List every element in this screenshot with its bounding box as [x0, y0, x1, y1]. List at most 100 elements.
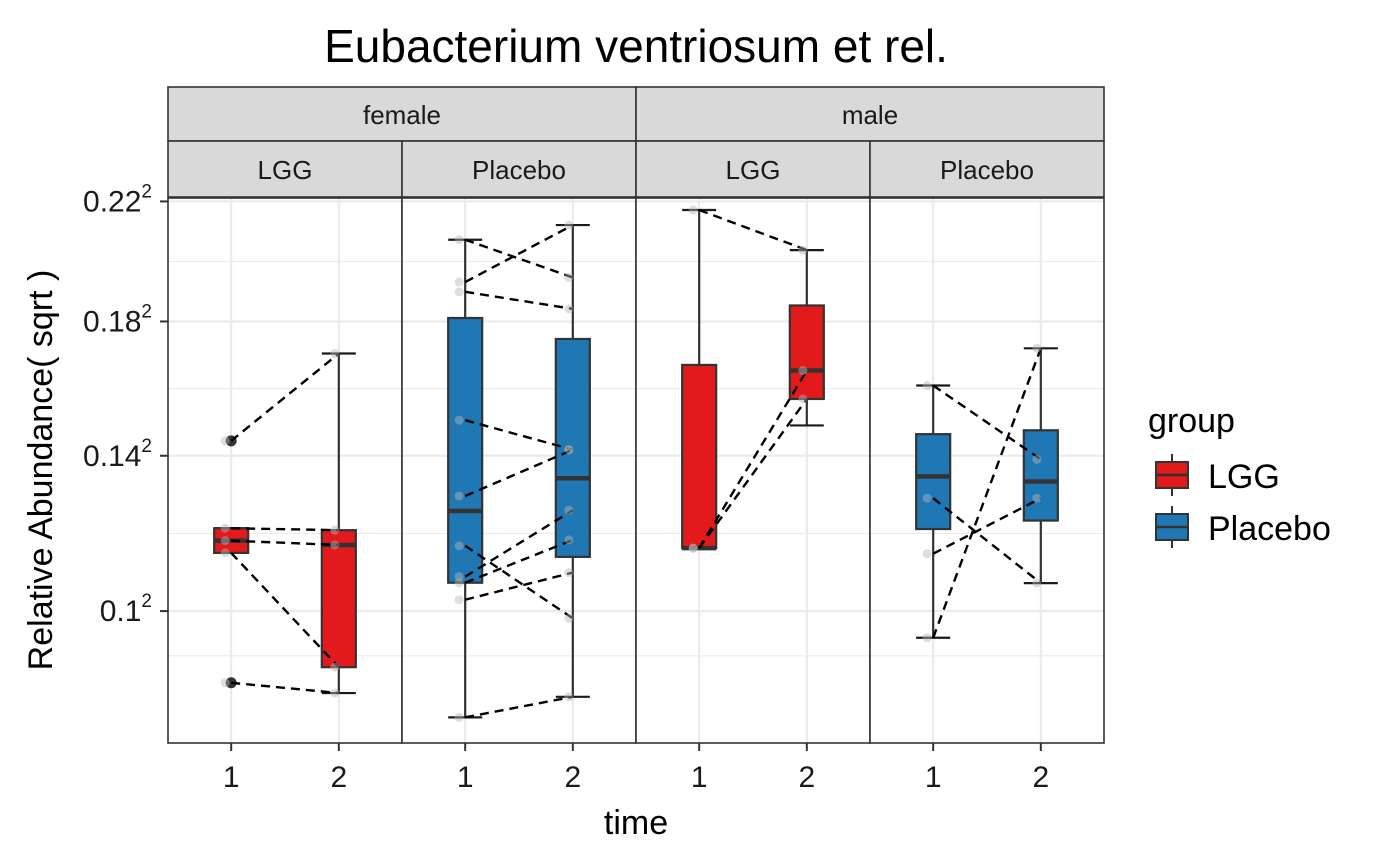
jitter-point [330, 540, 340, 550]
jitter-point [454, 235, 464, 245]
jitter-point [922, 493, 932, 503]
paired-line [464, 695, 574, 719]
panel-female-lgg [167, 197, 403, 744]
strip-male-lgg [635, 140, 871, 198]
legend-label-lgg: LGG [1208, 458, 1280, 496]
box-male-lgg-t2 [788, 248, 825, 427]
jitter-point [1032, 454, 1042, 464]
jitter-point [564, 304, 574, 314]
jitter-point [564, 692, 574, 702]
paired-line [464, 224, 574, 284]
y-tick-base: 0.18 [83, 305, 141, 338]
x-tick-label: 2 [1032, 761, 1049, 794]
box-body [447, 316, 484, 584]
legend-item-placebo: Placebo [1155, 506, 1331, 548]
strip-label-placebo: Placebo [940, 155, 1034, 185]
paired-line [932, 497, 1042, 585]
x-tick-label: 2 [564, 761, 581, 794]
y-tick-label: 0.142 [83, 436, 152, 473]
jitter-point [454, 595, 464, 605]
x-tick-label: 1 [223, 761, 240, 794]
y-tick-base: 0.14 [83, 440, 141, 473]
paired-line [464, 538, 574, 584]
paired-line [464, 544, 574, 620]
x-tick-label: 2 [798, 761, 815, 794]
paired-line [464, 238, 574, 279]
y-axis-title: Relative Abundance( sqrt ) [22, 270, 60, 671]
box-body [1022, 429, 1059, 522]
paired-line [464, 448, 574, 498]
strip-female-placebo [401, 140, 637, 198]
y-tick-label: 0.222 [83, 181, 152, 218]
chart-title: Eubacterium ventriosum et rel. [324, 20, 948, 72]
strip-label-female: female [363, 100, 441, 130]
jitter-point [454, 491, 464, 501]
legend: group LGG Placebo [1148, 402, 1331, 548]
panel-female-placebo [401, 197, 637, 744]
jitter-point [1032, 493, 1042, 503]
legend-title: group [1148, 402, 1235, 440]
jitter-point [922, 633, 932, 643]
y-tick-exponent: 2 [141, 591, 152, 612]
box-body [788, 304, 825, 401]
jitter-point [564, 505, 574, 515]
y-tick-exponent: 2 [141, 436, 152, 457]
box-male-placebo-t2 [1022, 347, 1059, 585]
paired-line [230, 352, 340, 442]
paired-line [932, 497, 1042, 555]
panel-background [402, 198, 636, 743]
box-body [681, 363, 718, 550]
legend-label-placebo: Placebo [1208, 510, 1331, 548]
jitter-point [1032, 578, 1042, 588]
box-male-placebo-t1 [915, 384, 952, 639]
jitter-point [220, 548, 230, 558]
x-tick-label: 2 [330, 761, 347, 794]
panel-background [636, 198, 870, 743]
strip-female-lgg [167, 140, 403, 198]
y-tick-base: 0.22 [83, 185, 141, 218]
legend-item-lgg: LGG [1155, 454, 1280, 496]
jitter-point [564, 272, 574, 282]
paired-line [464, 419, 574, 451]
x-tick-label: 1 [457, 761, 474, 794]
jitter-point [454, 415, 464, 425]
jitter-point [564, 220, 574, 230]
paired-line [231, 527, 339, 532]
jitter-point [220, 523, 230, 533]
y-tick-exponent: 2 [141, 301, 152, 322]
jitter-point [330, 662, 340, 672]
jitter-point [688, 543, 698, 553]
jitter-point [798, 394, 808, 404]
paired-line [464, 509, 574, 578]
jitter-point [922, 381, 932, 391]
strip-label-lgg: LGG [726, 155, 781, 185]
paired-line [231, 681, 339, 695]
strip-male-placebo [869, 140, 1105, 198]
box-body [915, 433, 952, 531]
jitter-point [454, 578, 464, 588]
jitter-point [220, 678, 230, 688]
jitter-point [220, 536, 230, 546]
box-body [554, 337, 591, 558]
paired-line [464, 290, 574, 311]
jitter-point [922, 549, 932, 559]
paired-line [932, 347, 1042, 639]
x-tick-label: 1 [925, 761, 942, 794]
y-tick-exponent: 2 [141, 181, 152, 202]
jitter-point [688, 205, 698, 215]
box-female-placebo-t2 [554, 223, 591, 698]
y-tick-base: 0.1 [100, 595, 142, 628]
jitter-point [454, 541, 464, 551]
paired-line [464, 571, 574, 601]
jitter-point [454, 712, 464, 722]
y-tick-label: 0.12 [100, 591, 152, 628]
strip-male [635, 86, 1105, 142]
jitter-point [1032, 343, 1042, 353]
jitter-point [564, 613, 574, 623]
jitter-point [454, 277, 464, 287]
jitter-point [330, 349, 340, 359]
jitter-point [454, 572, 464, 582]
panel-background [168, 198, 402, 743]
